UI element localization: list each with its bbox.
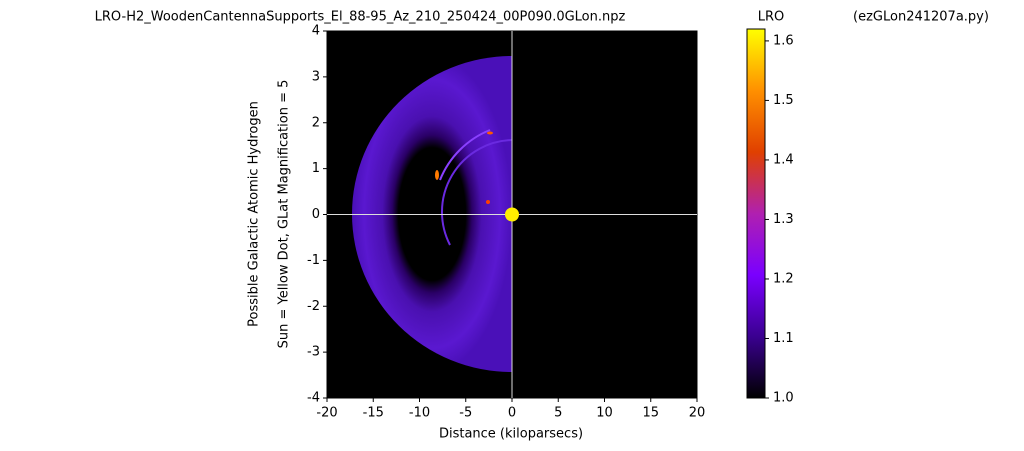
colorbar xyxy=(746,28,766,399)
hot-spot xyxy=(486,200,490,204)
colorbar-tick-label: 1.0 xyxy=(773,391,794,406)
y-tick-label: 3 xyxy=(312,69,320,84)
colorbar-tick-label: 1.1 xyxy=(773,331,794,346)
x-tick-label: 20 xyxy=(689,406,706,421)
y-tick-label: -2 xyxy=(307,299,320,314)
y-tick-label: 0 xyxy=(312,207,320,222)
x-tick-label: 5 xyxy=(554,406,562,421)
x-tick-label: -5 xyxy=(459,406,472,421)
colorbar-tick-label: 1.4 xyxy=(773,152,794,167)
y-tick-label: 1 xyxy=(312,161,320,176)
colorbar-tick-label: 1.6 xyxy=(773,33,794,48)
x-axis-label: Distance (kiloparsecs) xyxy=(439,427,583,442)
y-axis-label: Sun = Yellow Dot, GLat Magnification = 5 xyxy=(277,80,292,349)
x-tick-label: -20 xyxy=(316,406,337,421)
annotation: (ezGLon241207a.py) xyxy=(853,10,989,25)
colorbar-tick-label: 1.5 xyxy=(773,93,794,108)
x-tick-label: 10 xyxy=(596,406,613,421)
x-tick-label: -15 xyxy=(363,406,384,421)
y-axis-label: Possible Galactic Atomic Hydrogen xyxy=(247,101,262,327)
hot-spot xyxy=(487,131,493,135)
y-tick-label: -4 xyxy=(307,391,320,406)
sun-dot xyxy=(505,207,519,222)
y-tick-label: -3 xyxy=(307,345,320,360)
ring xyxy=(439,129,491,181)
colorbar-tick-label: 1.3 xyxy=(773,212,794,227)
hot-spot xyxy=(435,170,439,180)
x-tick-label: 0 xyxy=(508,406,516,421)
ring xyxy=(440,139,513,246)
y-tick-label: 2 xyxy=(312,115,320,130)
colorbar-title: LRO xyxy=(758,10,785,25)
y-tick-label: 4 xyxy=(312,24,320,39)
x-tick-label: -10 xyxy=(409,406,430,421)
colorbar-tick-label: 1.2 xyxy=(773,271,794,286)
y-tick-label: -1 xyxy=(307,253,320,268)
chart-title: LRO-H2_WoodenCantennaSupports_El_88-95_A… xyxy=(95,10,626,25)
x-tick-label: 15 xyxy=(642,406,659,421)
